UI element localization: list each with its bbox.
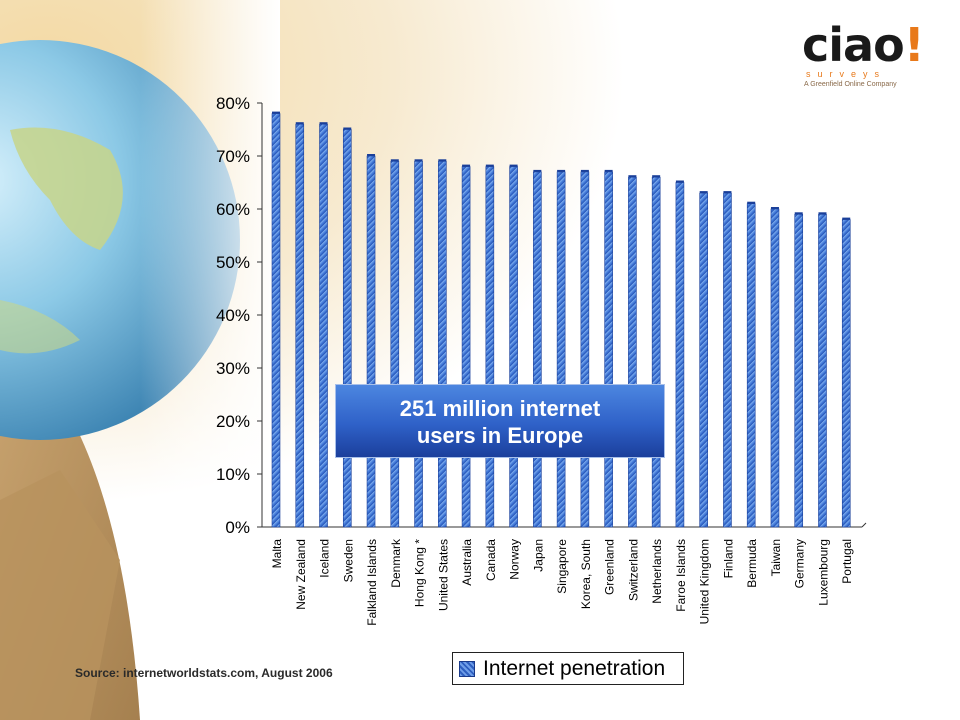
bar [533,171,542,528]
bar [580,171,590,528]
bar [366,155,376,528]
bar-cap [770,207,779,209]
bar [841,219,851,528]
x-tick-label: Faroe Islands [674,539,688,612]
callout-line-1: 251 million internet [399,396,601,421]
x-tick-label: Norway [508,539,522,580]
x-tick-label: Falkland Islands [365,539,379,626]
logo-tagline: A Greenfield Online Company [804,81,897,88]
bar [438,161,447,528]
bar-cap [723,191,732,194]
bar-cap [699,191,708,194]
bar-cap [818,212,827,215]
bar-cap [485,164,494,167]
y-tick-label: 0% [225,518,250,537]
bar [461,166,471,528]
x-tick-label: United States [436,539,450,611]
x-tick-label: Japan [531,539,545,572]
x-tick-label: Portugal [840,539,854,584]
x-tick-label: Switzerland [626,539,640,601]
bar-cap [604,169,613,172]
x-tick-label: Australia [460,539,474,586]
x-tick-label: Iceland [318,539,332,578]
bar [414,161,423,528]
bar-cap [319,122,328,125]
x-tick-label: Finland [721,539,735,578]
x-tick-label: Greenland [603,539,617,595]
bar-cap [343,127,352,130]
bar-cap [842,217,851,220]
y-tick-label: 70% [216,147,250,166]
y-tick-label: 60% [216,200,250,219]
bar-cap [414,159,423,162]
x-axis-end-tick [861,522,867,528]
x-tick-label: Luxembourg [816,539,830,606]
x-tick-label: New Zealand [294,539,308,610]
x-tick-label: Malta [270,539,284,569]
bar [651,176,661,528]
x-tick-label: Germany [793,539,807,588]
source-note: Source: internetworldstats.com, August 2… [75,666,333,680]
y-tick-label: 50% [216,253,250,272]
bar [319,123,328,528]
x-tick-label: Sweden [341,539,355,582]
bar [271,113,281,528]
x-tick-label: Denmark [389,538,403,588]
y-tick-label: 80% [216,94,250,113]
bar [794,214,804,528]
legend-label: Internet penetration [483,656,666,680]
bar-cap [390,159,399,162]
bar-cap [509,164,518,167]
x-tick-label: Taiwan [769,539,783,576]
bar [295,123,305,528]
europe-users-callout: 251 million internet users in Europe [335,384,665,458]
x-tick-label: Hong Kong * [413,539,427,607]
bar-cap [272,111,280,114]
bar-cap [628,175,637,178]
bar-cap [367,154,376,156]
x-tick-label: Bermuda [745,539,759,588]
x-tick-label: Netherlands [650,539,664,604]
y-tick-label: 30% [216,359,250,378]
bar-cap [533,169,542,172]
bar [509,166,518,528]
x-tick-label: Korea, South [579,539,593,609]
bar-cap [295,122,304,125]
bar-cap [462,164,471,167]
bar [628,176,637,528]
bar-cap [438,159,447,162]
y-tick-label: 40% [216,306,250,325]
bar [604,171,613,528]
bar-cap [747,201,756,204]
bar [770,208,780,528]
bar-cap [675,180,684,183]
x-tick-label: Singapore [555,539,569,594]
bar-cap [580,169,589,172]
legend-swatch [459,660,475,677]
x-tick-label: Canada [484,539,498,581]
bar-cap [557,169,566,172]
bar-cap [794,212,803,215]
chart-x-labels: Malta New Zealand Iceland Sweden Falkland Is… [270,538,854,626]
bar-cap [652,175,661,178]
x-tick-label: United Kingdom [698,539,712,624]
callout-line-2: users in Europe [416,423,584,448]
bar [390,161,400,528]
bar [723,192,732,528]
chart-bars [271,111,851,528]
logo-subtitle: surveys [806,69,887,79]
y-tick-label: 20% [216,412,250,431]
chart-legend: Internet penetration [452,652,684,685]
ciao-surveys-logo: ciao! surveys A Greenfield Online Compan… [802,22,932,97]
bar [342,129,352,528]
bar [485,166,495,528]
bar [818,214,827,528]
bar [675,182,685,528]
y-tick-label: 10% [216,465,250,484]
logo-wordmark: ciao! [802,18,925,72]
bar [556,171,566,528]
bar [699,192,708,528]
bar [746,203,756,528]
